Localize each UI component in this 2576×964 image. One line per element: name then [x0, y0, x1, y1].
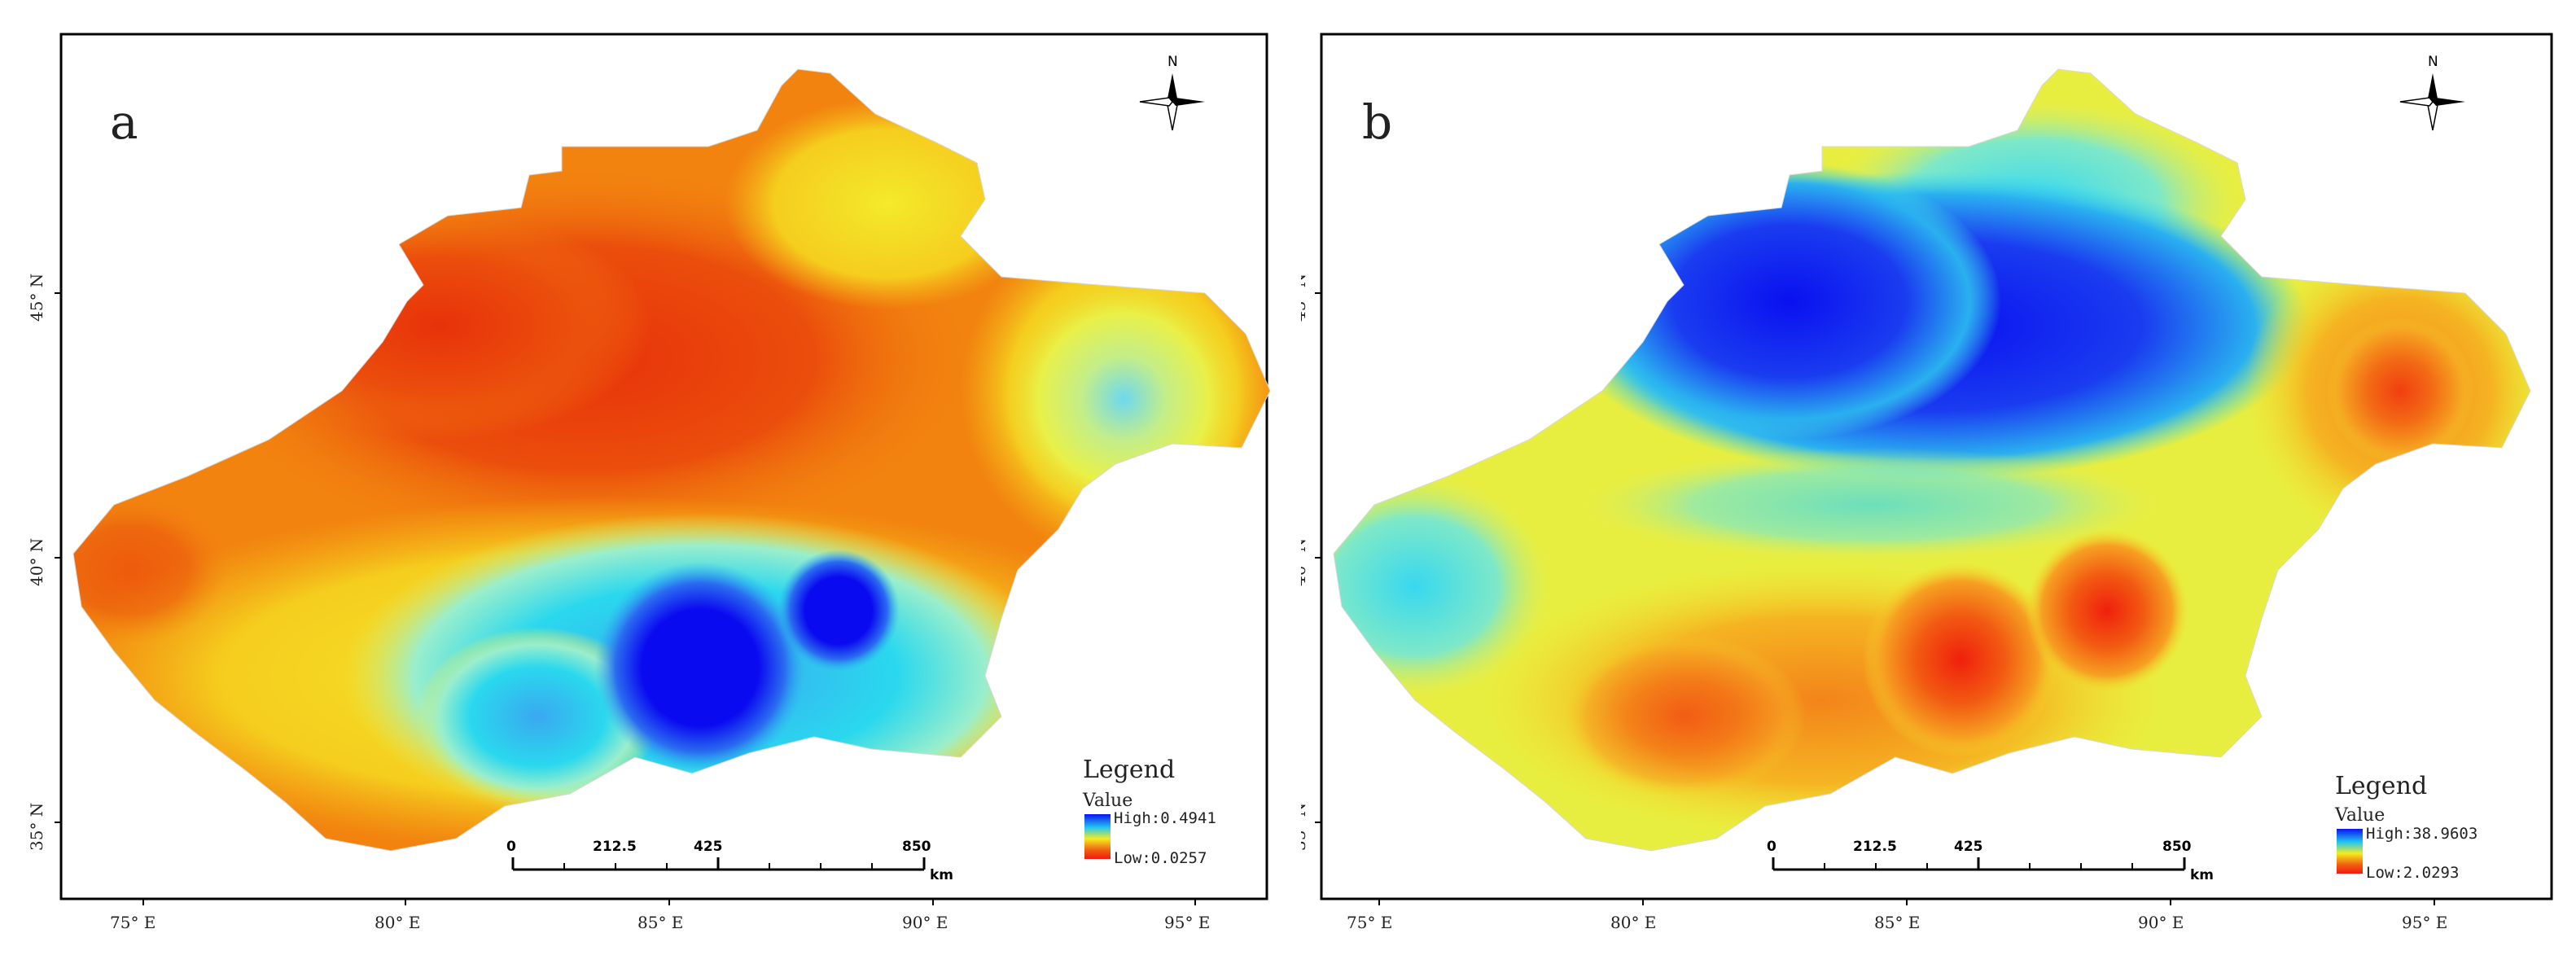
- scale-tick-212: 212.5: [1853, 839, 1897, 855]
- legend-color-ramp: [1084, 814, 1111, 859]
- x-tick-80: 80° E: [1610, 913, 1656, 932]
- x-tick-90: 90° E: [2138, 913, 2184, 932]
- north-arrow: N: [2399, 54, 2465, 131]
- scale-tick-425: 425: [694, 839, 723, 855]
- map-frame: [59, 33, 1268, 900]
- x-tick-75: 75° E: [1347, 913, 1392, 932]
- y-tick-45: 45° N: [1301, 274, 1309, 322]
- scale-tick-850: 850: [902, 839, 931, 855]
- scale-bar: 0 212.5 425 850 km: [506, 839, 953, 883]
- y-tick-35: 35° N: [27, 803, 46, 851]
- y-axis: 45° N 40° N 35° N: [27, 274, 61, 851]
- x-axis: 75° E 80° E 85° E 90° E 95° E: [110, 899, 1210, 932]
- scale-tick-425: 425: [1954, 839, 1983, 855]
- x-tick-80: 80° E: [375, 913, 420, 932]
- north-arrow: N: [1139, 54, 1205, 131]
- map-b-canvas: b N Legend Value High:38.9603 Low:2.0293…: [1301, 33, 2553, 932]
- x-tick-75: 75° E: [110, 913, 156, 932]
- legend-high: High:0.4941: [1114, 809, 1216, 827]
- north-arrow-icon: [1168, 73, 1177, 102]
- legend: Legend Value High:38.9603 Low:2.0293: [2334, 772, 2477, 882]
- legend-color-ramp: [2337, 829, 2363, 874]
- map-a-canvas: a N Legend Value High:0.4941 Low:0.0257 …: [27, 33, 1271, 932]
- x-tick-90: 90° E: [902, 913, 948, 932]
- legend-subtitle: Value: [2334, 805, 2385, 826]
- scale-tick-850: 850: [2162, 839, 2192, 855]
- x-tick-95: 95° E: [1164, 913, 1210, 932]
- legend-low: Low:2.0293: [2366, 864, 2459, 882]
- x-tick-85: 85° E: [637, 913, 683, 932]
- panel-letter: a: [110, 94, 138, 150]
- scale-tick-0: 0: [1767, 839, 1776, 855]
- legend-low: Low:0.0257: [1114, 849, 1207, 867]
- legend-title: Legend: [2335, 772, 2427, 800]
- region-outline: [72, 68, 1271, 852]
- legend: Legend Value High:0.4941 Low:0.0257: [1082, 756, 1216, 867]
- map-frame: [1320, 33, 2553, 900]
- x-tick-85: 85° E: [1874, 913, 1920, 932]
- panel-letter: b: [1362, 94, 1392, 150]
- y-tick-40: 40° N: [1301, 538, 1309, 586]
- y-tick-35: 35° N: [1301, 803, 1309, 851]
- map-panel-b: b N Legend Value High:38.9603 Low:2.0293…: [1301, 0, 2576, 964]
- north-label: N: [2428, 54, 2438, 70]
- map-panel-a: a N Legend Value High:0.4941 Low:0.0257 …: [0, 0, 1275, 964]
- x-tick-95: 95° E: [2402, 913, 2447, 932]
- legend-high: High:38.9603: [2366, 825, 2477, 843]
- north-arrow-icon: [2428, 73, 2438, 102]
- north-label: N: [1168, 54, 1178, 70]
- scale-unit: km: [2190, 867, 2214, 883]
- scale-bar: 0 212.5 425 850 km: [1767, 839, 2214, 883]
- raster-surface: [73, 69, 1270, 851]
- legend-subtitle: Value: [1082, 791, 1132, 811]
- legend-title: Legend: [1083, 756, 1175, 784]
- x-axis: 75° E 80° E 85° E 90° E 95° E: [1347, 899, 2447, 932]
- scale-tick-0: 0: [506, 839, 516, 855]
- scale-tick-212: 212.5: [593, 839, 637, 855]
- region-outline: [1333, 68, 2531, 852]
- y-tick-45: 45° N: [27, 274, 46, 322]
- scale-unit: km: [930, 867, 953, 883]
- y-tick-40: 40° N: [27, 538, 46, 586]
- y-axis: 45° N 40° N 35° N: [1301, 274, 1321, 851]
